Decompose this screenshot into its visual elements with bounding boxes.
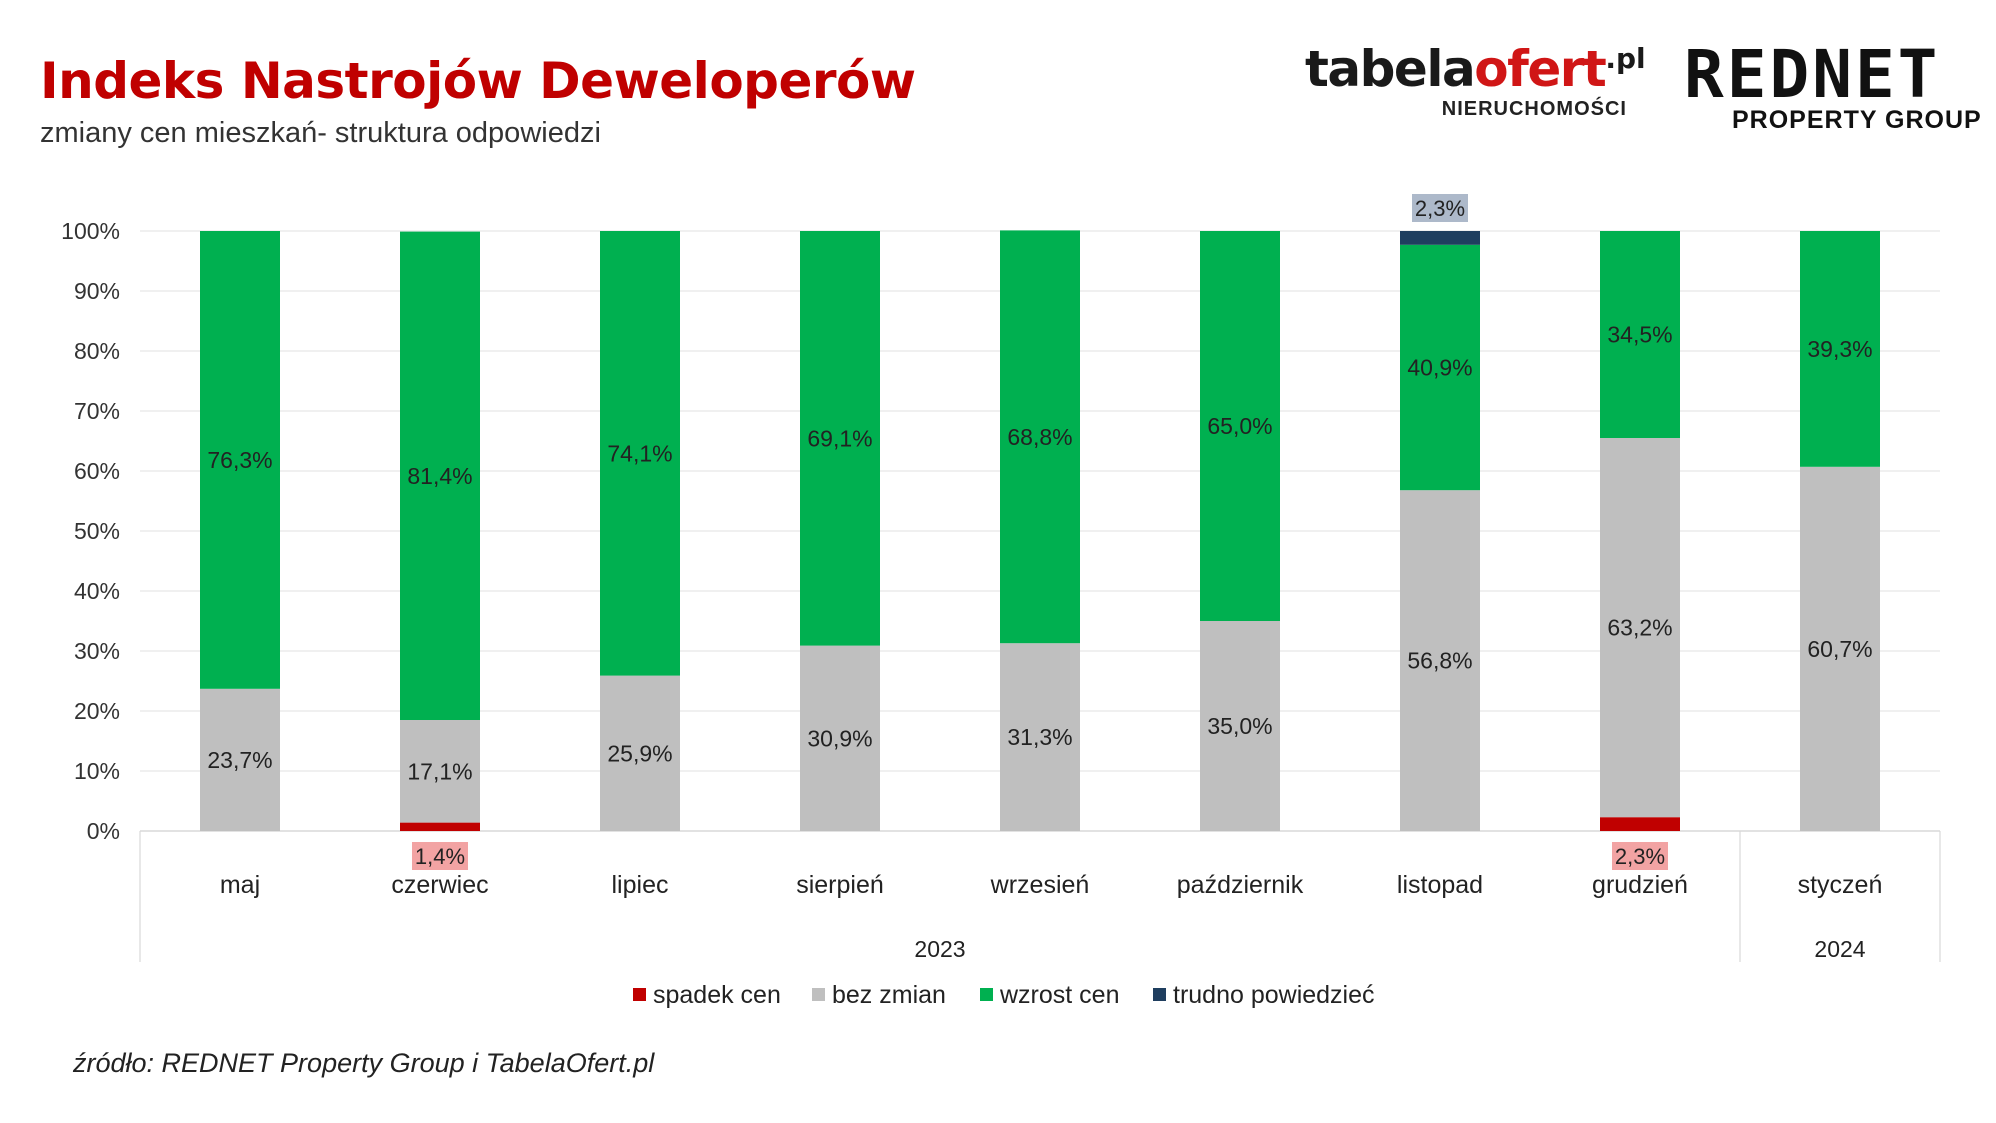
data-label: 81,4% [407,463,472,489]
bar-segment-wzrost-cen [800,231,880,646]
bar-segment-bez-zmian [1400,490,1480,831]
legend-swatch [812,988,825,1001]
rednet-logo: REDNET PROPERTY GROUP [1682,36,1981,135]
bar-segment-wzrost-cen [1000,230,1080,644]
bar-segment-wzrost-cen [1800,231,1880,467]
data-label: 65,0% [1207,413,1272,439]
year-group-label: 2023 [914,936,965,962]
data-label-badge [1412,194,1468,222]
page-subtitle: zmiany cen mieszkań- struktura odpowiedz… [40,117,601,149]
data-label: 60,7% [1807,636,1872,662]
bar-segment-bez-zmian [1200,621,1280,831]
data-label: 76,3% [207,447,272,473]
x-tick-label: maj [220,871,260,899]
y-tick-label: 10% [74,758,120,784]
rednet-logo-name: REDNET [1684,36,1941,113]
data-label: 35,0% [1207,713,1272,739]
page-title: Indeks Nastrojów Deweloperów [40,52,916,110]
bar-segment-spadek-cen [400,822,480,831]
data-label-badge [1612,842,1668,870]
tabelaofert-logo: tabelaofert.pl NIERUCHOMOŚCI [1305,40,1646,130]
y-tick-label: 70% [74,398,120,424]
bar-segment-wzrost-cen [200,231,280,689]
y-tick-label: 0% [87,818,120,844]
y-tick-label: 100% [61,218,120,244]
data-label: 63,2% [1607,615,1672,641]
tabelaofert-logo-sub: NIERUCHOMOŚCI [1441,98,1627,120]
y-tick-label: 20% [74,698,120,724]
data-label: 56,8% [1407,648,1472,674]
x-tick-label: lipiec [612,871,669,899]
legend-swatch [633,988,646,1001]
bar-segment-bez-zmian [600,675,680,831]
tabelaofert-logo-name: tabelaofert.pl [1305,40,1646,98]
bar-segment-bez-zmian [1000,643,1080,831]
source-note: źródło: REDNET Property Group i TabelaOf… [73,1048,655,1078]
bar-segment-bez-zmian [400,720,480,823]
x-tick-label: sierpień [796,871,884,899]
chart-legend: spadek cen bez zmian wzrost cen trudno powi… [633,981,1375,1009]
data-label: 39,3% [1807,336,1872,362]
legend-label: trudno powiedzieć [1173,981,1375,1009]
tabelaofert-logo-prefix: tabela [1305,40,1476,98]
x-tick-label: wrzesień [990,871,1090,899]
bar-segment-wzrost-cen [1200,231,1280,621]
data-label: 74,1% [607,440,672,466]
x-tick-label: grudzień [1592,871,1688,899]
y-tick-label: 80% [74,338,120,364]
tabelaofert-logo-tld: .pl [1605,42,1646,75]
x-tick-label: styczeń [1798,871,1883,899]
data-label: 23,7% [207,747,272,773]
legend-swatch [980,988,993,1001]
data-label: 2,3% [1615,844,1665,869]
bar-segment-wzrost-cen [400,231,480,720]
bar-segment-wzrost-cen [1600,231,1680,438]
rednet-logo-sub: PROPERTY GROUP [1732,106,1982,134]
data-label: 31,3% [1007,724,1072,750]
y-tick-label: 30% [74,638,120,664]
data-label: 30,9% [807,725,872,751]
y-tick-label: 50% [74,518,120,544]
data-label: 2,3% [1415,196,1465,221]
data-label: 34,5% [1607,322,1672,348]
bar-segment-spadek-cen [1600,817,1680,831]
data-label: 1,4% [415,844,465,869]
tabelaofert-logo-accent: ofert [1474,40,1607,98]
bar-segment-wzrost-cen [600,231,680,676]
y-tick-label: 40% [74,578,120,604]
chart-bars: 23,7% 76,3% 1,4% 17,1% 81,4% 25,9% 74,1% 30,9% 6… [200,194,1880,870]
bar-segment-bez-zmian [800,645,880,831]
bar-segment-bez-zmian [1800,466,1880,831]
bar-segment-bez-zmian [200,688,280,831]
year-group-label: 2024 [1814,936,1865,962]
legend-swatch [1153,988,1166,1001]
data-label: 17,1% [407,758,472,784]
legend-label: spadek cen [653,981,781,1009]
legend-label: wzrost cen [999,981,1119,1009]
x-tick-label: czerwiec [391,871,488,899]
data-label: 68,8% [1007,424,1072,450]
legend-label: bez zmian [832,981,946,1009]
data-label: 25,9% [607,740,672,766]
x-axis: maj czerwiec lipiec sierpień wrzesień paździe… [139,831,1941,962]
y-axis-labels: 0% 10% 20% 30% 40% 50% 60% 70% 80% 90% 100% [61,218,120,844]
data-label-badge [412,842,468,870]
x-tick-label: listopad [1397,871,1483,899]
bar-segment-wzrost-cen [1400,244,1480,491]
y-tick-label: 90% [74,278,120,304]
data-label: 69,1% [807,425,872,451]
bar-segment-bez-zmian [1600,438,1680,818]
y-tick-label: 60% [74,458,120,484]
data-label: 40,9% [1407,355,1472,381]
bar-segment-trudno-powiedzieć [1400,231,1480,245]
x-tick-label: październik [1177,871,1304,899]
